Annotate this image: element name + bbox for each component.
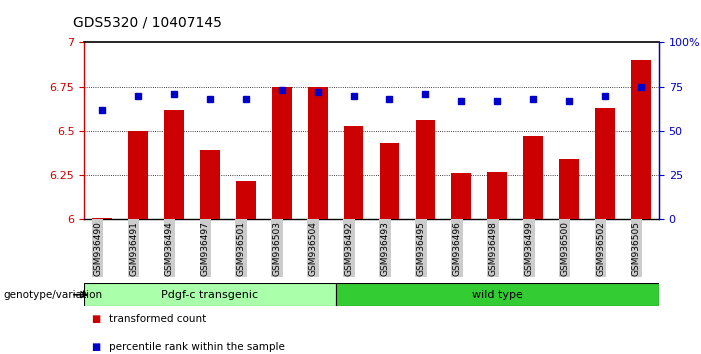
Bar [84,283,336,306]
Bar [451,173,471,219]
Text: wild type: wild type [472,290,523,300]
Text: GSM936505: GSM936505 [632,221,641,276]
Text: GSM936493: GSM936493 [381,221,390,276]
Bar [236,181,256,219]
Text: transformed count: transformed count [109,314,206,324]
Bar [380,143,400,219]
Text: GSM936502: GSM936502 [596,221,605,276]
Bar [308,87,327,219]
Text: GSM936499: GSM936499 [524,221,533,276]
Text: GSM936495: GSM936495 [416,221,426,276]
Bar [559,159,579,219]
Bar [93,218,112,219]
Bar [487,172,507,219]
Bar [416,120,435,219]
Bar [164,110,184,219]
Bar [336,283,659,306]
Text: GSM936498: GSM936498 [489,221,497,276]
Text: GSM936491: GSM936491 [129,221,138,276]
Bar [200,150,219,219]
Bar [631,60,651,219]
Bar [595,108,615,219]
Text: ■: ■ [91,314,100,324]
Text: GSM936490: GSM936490 [93,221,102,276]
Text: GSM936492: GSM936492 [345,221,353,275]
Text: ■: ■ [91,342,100,352]
Text: GSM936497: GSM936497 [201,221,210,276]
Text: GSM936504: GSM936504 [308,221,318,276]
Bar [272,87,292,219]
Text: GSM936500: GSM936500 [560,221,569,276]
Text: GSM936503: GSM936503 [273,221,282,276]
Text: GSM936501: GSM936501 [237,221,246,276]
Text: Pdgf-c transgenic: Pdgf-c transgenic [161,290,259,300]
Text: GSM936496: GSM936496 [452,221,461,276]
Text: genotype/variation: genotype/variation [4,290,102,300]
Text: percentile rank within the sample: percentile rank within the sample [109,342,285,352]
Bar [343,126,363,219]
Bar [128,131,148,219]
Text: GSM936494: GSM936494 [165,221,174,275]
Text: GDS5320 / 10407145: GDS5320 / 10407145 [73,15,222,29]
Bar [524,136,543,219]
